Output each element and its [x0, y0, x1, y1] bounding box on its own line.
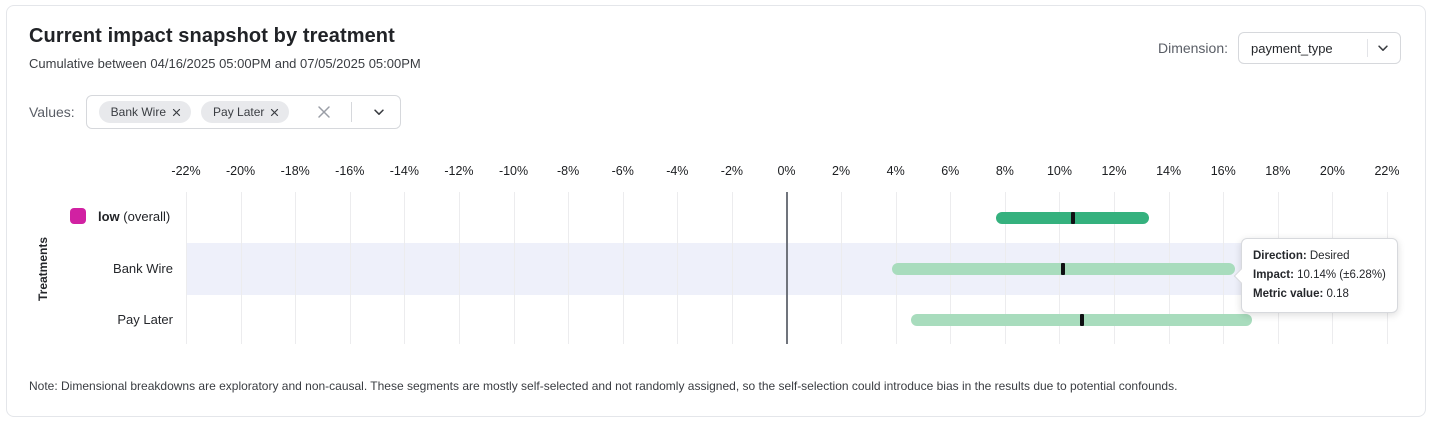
value-chip-label: Bank Wire — [110, 105, 167, 119]
axis-tick-label: 2% — [832, 164, 851, 178]
legend-item-low-overall: low (overall) — [70, 208, 170, 224]
remove-chip-icon[interactable] — [270, 108, 279, 117]
gridline — [240, 192, 242, 344]
axis-tick-label: -4% — [666, 164, 689, 178]
gridline — [568, 192, 570, 344]
bar-tooltip: Direction: Desired Impact: 10.14% (±6.28… — [1241, 238, 1398, 313]
axis-tick-label: -12% — [444, 164, 474, 178]
tooltip-direction: Direction: Desired — [1253, 250, 1350, 262]
page-title: Current impact snapshot by treatment — [29, 25, 395, 47]
treatment-row-label: Pay Later — [117, 312, 173, 327]
values-filter: Values: Bank Wire Pay Later — [29, 95, 402, 129]
treatment-row-label: Bank Wire — [113, 261, 173, 276]
values-multiselect[interactable]: Bank Wire Pay Later — [85, 95, 402, 129]
axis-tick-label: 14% — [1156, 164, 1182, 178]
impact-point-marker — [1079, 314, 1084, 326]
tooltip-impact: Impact: 10.14% (±6.28%) — [1253, 269, 1386, 281]
gridline — [295, 192, 297, 344]
footnote: Note: Dimensional breakdowns are explora… — [29, 379, 1178, 393]
x-axis-ticks: -22% -20% -18% -16% -14% -12% -10% -8% -6% -4% -2%… — [171, 164, 1399, 180]
values-label: Values: — [29, 104, 75, 120]
gridline — [404, 192, 406, 344]
gridline — [349, 192, 351, 344]
zero-gridline — [785, 192, 788, 344]
dimension-select[interactable]: payment_type — [1238, 32, 1401, 64]
axis-tick-label: 4% — [886, 164, 905, 178]
impact-snapshot-card: Current impact snapshot by treatment Cum… — [6, 5, 1426, 417]
legend-label: low (overall) — [98, 208, 171, 224]
axis-tick-label: -8% — [557, 164, 580, 178]
axis-tick-label: -10% — [498, 164, 529, 178]
gridline — [513, 192, 515, 344]
gridline — [731, 192, 733, 344]
axis-tick-label: 12% — [1101, 164, 1127, 178]
axis-tick-label: -20% — [225, 164, 256, 178]
axis-tick-label: 16% — [1210, 164, 1236, 178]
axis-tick-label: 0% — [777, 164, 796, 178]
axis-tick-label: 6% — [941, 164, 960, 178]
axis-tick-label: 20% — [1319, 164, 1345, 178]
chevron-down-icon[interactable] — [368, 101, 390, 123]
axis-tick-label: 10% — [1046, 164, 1072, 178]
legend-swatch — [70, 208, 86, 224]
axis-tick-label: 18% — [1265, 164, 1291, 178]
axis-tick-label: -18% — [280, 164, 310, 178]
dimension-select-value: payment_type — [1251, 40, 1333, 56]
axis-tick-label: -22% — [171, 164, 201, 178]
gridline — [841, 192, 843, 344]
axis-tick-label: -16% — [335, 164, 365, 178]
gridline — [622, 192, 624, 344]
tooltip-metric-value: Metric value: 0.18 — [1253, 288, 1349, 300]
clear-all-icon[interactable] — [313, 101, 335, 123]
gridline — [677, 192, 679, 344]
date-range-subtitle: Cumulative between 04/16/2025 05:00PM an… — [29, 56, 421, 71]
axis-tick-label: -14% — [389, 164, 419, 178]
y-axis-label: Treatments — [36, 236, 50, 302]
axis-tick-label: -6% — [611, 164, 634, 178]
dimension-label: Dimension: — [1157, 40, 1228, 56]
value-chip-bank-wire[interactable]: Bank Wire — [98, 101, 192, 123]
impact-point-marker — [1061, 263, 1066, 275]
axis-tick-label: -2% — [720, 164, 744, 178]
plot-area — [186, 192, 1388, 344]
impact-point-marker — [1070, 212, 1075, 224]
dimension-control: Dimension: payment_type — [1158, 32, 1401, 64]
chevron-down-icon — [1376, 41, 1390, 55]
value-chip-pay-later[interactable]: Pay Later — [201, 101, 290, 123]
gridline — [186, 192, 187, 344]
remove-chip-icon[interactable] — [172, 108, 181, 117]
axis-tick-label: 22% — [1374, 164, 1400, 178]
axis-tick-label: 8% — [995, 164, 1014, 178]
gridline — [458, 192, 460, 344]
impact-chart: -22% -20% -18% -16% -14% -12% -10% -8% -6% -4% -2%… — [7, 156, 1427, 356]
values-divider — [351, 102, 353, 122]
select-divider — [1367, 39, 1368, 57]
value-chip-label: Pay Later — [213, 105, 265, 119]
